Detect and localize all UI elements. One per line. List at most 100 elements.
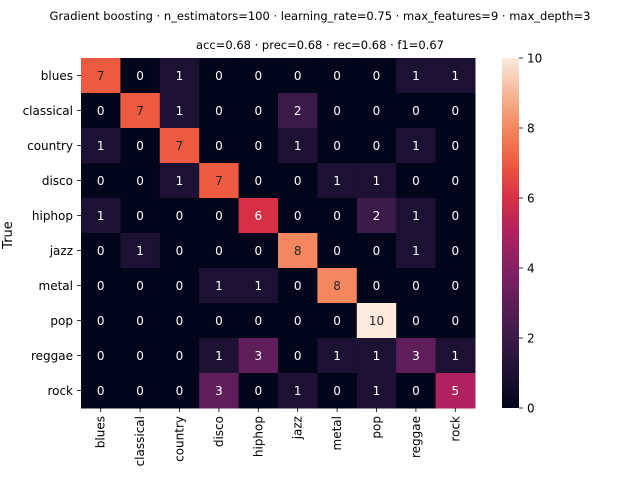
heatmap-cell: [159, 373, 200, 409]
cell-value-label: 0: [333, 139, 341, 153]
cell-value-label: 0: [294, 69, 302, 83]
cell-value-label: 7: [136, 104, 144, 118]
heatmap-cell: [278, 268, 318, 304]
title-line-1: Gradient boosting · n_estimators=100 · l…: [50, 9, 591, 23]
heatmap-cell: [435, 58, 476, 94]
cell-value-label: 0: [176, 279, 184, 293]
heatmap-cell: [120, 58, 161, 94]
heatmap-cell: [396, 233, 437, 269]
heatmap-cell: [81, 163, 121, 199]
cell-value-label: 1: [451, 349, 459, 363]
heatmap-cell: [317, 198, 358, 234]
heatmap-cell: [81, 268, 121, 304]
heatmap-cell: [159, 303, 200, 339]
heatmap-cell: [317, 338, 358, 374]
heatmap-cell: [278, 128, 318, 164]
cell-value-label: 1: [215, 279, 223, 293]
heatmap-cell: [278, 93, 318, 129]
heatmap-cell: [435, 338, 476, 374]
heatmap-cell: [120, 268, 161, 304]
cell-value-label: 0: [97, 349, 105, 363]
heatmap-cell: [317, 58, 358, 94]
cell-value-label: 0: [294, 209, 302, 223]
cell-value-label: 0: [176, 314, 184, 328]
y-tick-label: pop: [50, 314, 73, 328]
cell-value-label: 0: [294, 279, 302, 293]
cell-value-label: 0: [451, 104, 459, 118]
x-tick-label: classical: [133, 416, 147, 466]
heatmap-cell: [199, 128, 240, 164]
cell-value-label: 0: [254, 139, 262, 153]
heatmap-cell: [356, 198, 397, 234]
heatmap-cell: [356, 268, 397, 304]
cell-value-label: 0: [176, 209, 184, 223]
cell-value-label: 1: [176, 69, 184, 83]
cell-value-label: 0: [136, 69, 144, 83]
cell-value-label: 6: [254, 209, 262, 223]
heatmap-cell: [199, 233, 240, 269]
heatmap-cell: [278, 338, 318, 374]
heatmap-cell: [120, 198, 161, 234]
y-tick-label: reggae: [31, 349, 73, 363]
heatmap-cell: [81, 373, 121, 409]
cell-value-label: 0: [215, 209, 223, 223]
heatmap-cell: [159, 93, 200, 129]
cell-value-label: 0: [97, 314, 105, 328]
heatmap-cell: [356, 373, 397, 409]
x-tick-label: disco: [212, 416, 226, 447]
cell-value-label: 0: [451, 209, 459, 223]
heatmap-cell: [435, 163, 476, 199]
cell-value-label: 1: [412, 244, 420, 258]
cell-value-label: 0: [373, 244, 381, 258]
heatmap-cell: [81, 303, 121, 339]
cell-value-label: 0: [373, 139, 381, 153]
cell-value-label: 0: [294, 314, 302, 328]
heatmap-cell: [396, 58, 437, 94]
heatmap-cell: [199, 58, 240, 94]
cell-value-label: 0: [254, 314, 262, 328]
y-tick-label: metal: [39, 279, 73, 293]
cell-value-label: 0: [451, 139, 459, 153]
heatmap-cell: [159, 268, 200, 304]
cell-value-label: 0: [136, 314, 144, 328]
y-tick-label: blues: [41, 69, 73, 83]
cell-value-label: 0: [136, 384, 144, 398]
cell-value-label: 0: [254, 104, 262, 118]
cell-value-label: 1: [176, 174, 184, 188]
cell-value-label: 0: [333, 69, 341, 83]
cell-value-label: 0: [333, 104, 341, 118]
cell-value-label: 0: [176, 244, 184, 258]
cell-value-label: 8: [294, 244, 302, 258]
cell-value-label: 0: [215, 314, 223, 328]
heatmap-cell: [396, 128, 437, 164]
heatmap-cell: [317, 128, 358, 164]
x-tick-label: blues: [94, 416, 108, 448]
colorbar-ticks: 0 2 4 6 8 10: [519, 52, 542, 416]
cell-value-label: 0: [215, 104, 223, 118]
heatmap-cell: [159, 128, 200, 164]
cell-value-label: 0: [136, 174, 144, 188]
heatmap-cell: [238, 128, 279, 164]
cell-value-label: 0: [254, 174, 262, 188]
cell-value-label: 0: [333, 209, 341, 223]
cell-value-label: 1: [373, 349, 381, 363]
cell-value-label: 0: [333, 384, 341, 398]
heatmap-cell: [199, 93, 240, 129]
heatmap-cell: [238, 233, 279, 269]
heatmap-cell: [81, 338, 121, 374]
cell-value-label: 1: [373, 174, 381, 188]
cell-value-label: 0: [294, 349, 302, 363]
heatmap-cell: [435, 233, 476, 269]
heatmap-cell: [199, 373, 240, 409]
heatmap-cell: [238, 198, 279, 234]
cell-value-label: 0: [97, 174, 105, 188]
heatmap-cell: [159, 58, 200, 94]
heatmap-cell: [159, 338, 200, 374]
heatmap-cell: [120, 163, 161, 199]
cell-value-label: 0: [97, 244, 105, 258]
cell-value-label: 0: [136, 279, 144, 293]
cell-value-label: 2: [294, 104, 302, 118]
cell-value-label: 0: [176, 384, 184, 398]
heatmap-cell: [356, 163, 397, 199]
